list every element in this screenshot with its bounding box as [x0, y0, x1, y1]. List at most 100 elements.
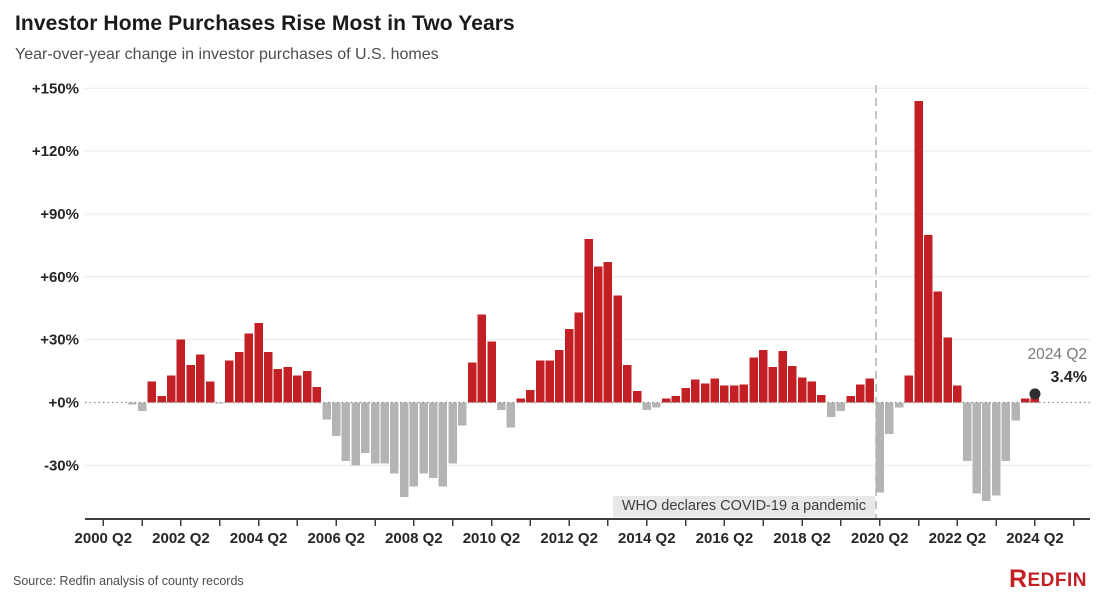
- bar-2016-Q2[interactable]: [720, 385, 729, 403]
- bar-2022-Q2[interactable]: [953, 385, 962, 403]
- bar-2005-Q1[interactable]: [283, 366, 292, 403]
- bar-2008-Q4[interactable]: [429, 402, 438, 478]
- x-axis-label: 2018 Q2: [773, 530, 831, 547]
- bar-2006-Q2[interactable]: [331, 402, 341, 437]
- bar-2003-Q3[interactable]: [225, 360, 234, 403]
- bar-2012-Q3[interactable]: [574, 312, 584, 403]
- bar-2011-Q2[interactable]: [526, 389, 535, 403]
- bar-2008-Q2[interactable]: [409, 402, 419, 487]
- bar-2002-Q2[interactable]: [176, 339, 186, 403]
- bar-2017-Q1[interactable]: [749, 357, 758, 403]
- bar-2003-Q1[interactable]: [205, 381, 215, 403]
- bar-2016-Q3[interactable]: [729, 385, 739, 403]
- bar-2009-Q2[interactable]: [448, 402, 457, 464]
- bar-2019-Q2[interactable]: [836, 402, 846, 411]
- x-axis-label: 2008 Q2: [385, 530, 443, 547]
- bar-2007-Q2[interactable]: [370, 402, 380, 464]
- bar-2021-Q4[interactable]: [933, 291, 943, 403]
- bar-2003-Q2[interactable]: [215, 402, 225, 404]
- x-axis-label: 2002 Q2: [152, 530, 210, 547]
- bar-2009-Q1[interactable]: [438, 402, 448, 487]
- bar-2007-Q4[interactable]: [390, 402, 399, 474]
- bar-2007-Q3[interactable]: [380, 402, 389, 464]
- bar-2020-Q4[interactable]: [894, 402, 904, 408]
- bar-2021-Q3[interactable]: [923, 234, 933, 403]
- bar-2006-Q4[interactable]: [351, 402, 360, 466]
- latest-value-annotation: 2024 Q2 3.4%: [1028, 344, 1087, 390]
- bar-2018-Q2[interactable]: [797, 377, 807, 403]
- bar-2019-Q3[interactable]: [846, 396, 855, 403]
- bar-2010-Q4[interactable]: [506, 402, 516, 428]
- bar-2001-Q2[interactable]: [137, 402, 147, 411]
- bar-2001-Q3[interactable]: [147, 381, 157, 403]
- bar-2016-Q1[interactable]: [710, 378, 719, 403]
- bar-2009-Q4[interactable]: [467, 362, 477, 403]
- bar-2015-Q3[interactable]: [691, 379, 700, 403]
- bar-2015-Q2[interactable]: [681, 387, 690, 403]
- bar-2017-Q4[interactable]: [778, 351, 787, 403]
- bar-2010-Q3[interactable]: [496, 402, 506, 410]
- bar-2002-Q1[interactable]: [166, 375, 176, 403]
- bar-2009-Q3[interactable]: [458, 402, 467, 426]
- bar-2008-Q1[interactable]: [399, 402, 409, 497]
- bar-2023-Q1[interactable]: [982, 402, 991, 501]
- bar-2018-Q3[interactable]: [807, 381, 817, 403]
- bar-2020-Q2[interactable]: [875, 402, 884, 493]
- bar-2018-Q1[interactable]: [788, 365, 797, 403]
- bar-2005-Q2[interactable]: [293, 375, 302, 403]
- bar-2002-Q3[interactable]: [186, 364, 195, 403]
- bar-2015-Q4[interactable]: [700, 383, 710, 403]
- bar-2016-Q4[interactable]: [739, 384, 749, 403]
- bar-2004-Q4[interactable]: [273, 368, 283, 403]
- bar-2023-Q4[interactable]: [1011, 402, 1020, 421]
- bar-2011-Q1[interactable]: [516, 398, 525, 403]
- bar-2010-Q2[interactable]: [487, 341, 496, 403]
- bar-2001-Q4[interactable]: [157, 396, 166, 403]
- bar-2017-Q2[interactable]: [758, 350, 768, 403]
- bar-2001-Q1[interactable]: [128, 402, 137, 405]
- bar-2005-Q3[interactable]: [302, 371, 312, 403]
- bar-2022-Q1[interactable]: [943, 337, 952, 403]
- bar-2012-Q1[interactable]: [555, 350, 564, 403]
- bar-2021-Q2[interactable]: [914, 100, 923, 403]
- bar-2011-Q4[interactable]: [545, 360, 554, 403]
- bar-2003-Q4[interactable]: [234, 352, 244, 403]
- bar-2024-Q1[interactable]: [1021, 398, 1030, 403]
- bar-2020-Q1[interactable]: [865, 378, 875, 403]
- bar-2012-Q4[interactable]: [584, 239, 593, 403]
- bar-2017-Q3[interactable]: [768, 366, 778, 403]
- bar-2014-Q3[interactable]: [652, 402, 661, 408]
- bar-2019-Q4[interactable]: [856, 384, 865, 403]
- bar-2011-Q3[interactable]: [535, 360, 545, 403]
- bar-2013-Q1[interactable]: [594, 266, 603, 403]
- bar-2013-Q4[interactable]: [623, 364, 632, 403]
- covid-annotation-label: WHO declares COVID-19 a pandemic: [612, 496, 875, 517]
- bar-2007-Q1[interactable]: [361, 402, 370, 453]
- bar-2021-Q1[interactable]: [904, 375, 914, 403]
- bar-2019-Q1[interactable]: [826, 402, 836, 418]
- bar-2023-Q3[interactable]: [1001, 402, 1011, 462]
- bar-2004-Q3[interactable]: [264, 352, 273, 403]
- bar-2004-Q2[interactable]: [254, 322, 263, 403]
- bar-2004-Q1[interactable]: [244, 333, 254, 403]
- bar-2022-Q3[interactable]: [962, 402, 972, 462]
- x-axis-label: 2014 Q2: [618, 530, 676, 547]
- bar-2023-Q2[interactable]: [991, 402, 1001, 496]
- bar-2013-Q2[interactable]: [603, 262, 613, 403]
- bar-2010-Q1[interactable]: [477, 314, 487, 403]
- bar-2022-Q4[interactable]: [972, 402, 982, 494]
- bar-2015-Q1[interactable]: [671, 396, 681, 403]
- bar-2013-Q3[interactable]: [613, 295, 622, 403]
- bar-2014-Q1[interactable]: [632, 390, 642, 403]
- bar-2012-Q2[interactable]: [564, 329, 574, 403]
- bar-2018-Q4[interactable]: [817, 395, 826, 403]
- bar-2008-Q3[interactable]: [419, 402, 428, 474]
- bar-2006-Q3[interactable]: [341, 402, 351, 462]
- bar-2002-Q4[interactable]: [196, 354, 205, 403]
- x-axis-label: 2006 Q2: [307, 530, 365, 547]
- bar-2005-Q4[interactable]: [312, 386, 322, 403]
- bar-2014-Q2[interactable]: [642, 402, 652, 410]
- bar-2014-Q4[interactable]: [661, 398, 671, 403]
- bar-2006-Q1[interactable]: [322, 402, 331, 420]
- bar-2020-Q3[interactable]: [885, 402, 894, 434]
